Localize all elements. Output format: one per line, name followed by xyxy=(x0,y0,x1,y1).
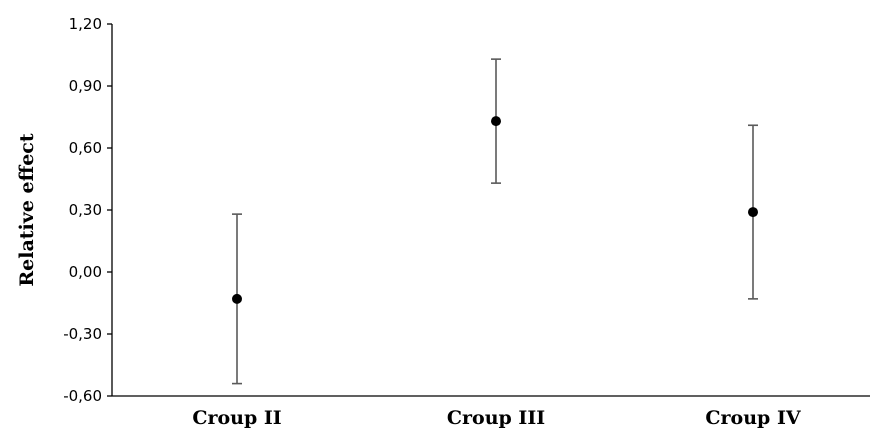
y-axis-ticks: 1,20 0,90 0,60 0,30 0,00 -0,30 -0,60 xyxy=(63,15,112,405)
y-tick-label-5: -0,30 xyxy=(63,325,102,343)
x-category-label-0: Croup II xyxy=(192,407,281,429)
y-tick-label-4: 0,00 xyxy=(69,263,102,281)
data-marks xyxy=(232,58,758,385)
x-category-label-2: Croup IV xyxy=(705,407,801,429)
data-point-2 xyxy=(748,207,758,218)
data-point-1 xyxy=(491,116,501,127)
y-tick-label-3: 0,30 xyxy=(69,201,102,219)
x-axis-categories: Croup II Croup III Croup IV xyxy=(192,407,801,429)
x-category-label-1: Croup III xyxy=(447,407,545,429)
y-axis-title: Relative effect xyxy=(16,133,38,286)
y-tick-label-6: -0,60 xyxy=(63,387,102,405)
data-point-0 xyxy=(232,293,242,304)
y-tick-label-2: 0,60 xyxy=(69,139,102,157)
y-tick-label-1: 0,90 xyxy=(69,77,102,95)
y-tick-label-0: 1,20 xyxy=(69,15,102,33)
